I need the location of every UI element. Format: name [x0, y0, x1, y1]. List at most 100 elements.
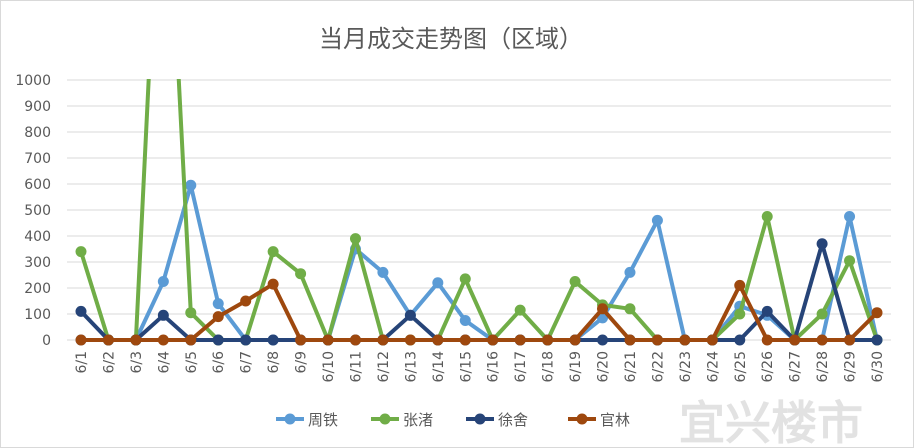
y-tick-label: 900	[24, 99, 51, 115]
data-point	[624, 266, 636, 278]
data-point	[789, 334, 801, 346]
data-point	[212, 334, 224, 346]
y-tick-label: 400	[24, 229, 51, 245]
y-tick-label: 100	[24, 307, 51, 323]
data-point	[349, 334, 361, 346]
data-point	[377, 334, 389, 346]
data-point	[157, 276, 169, 287]
y-tick-label: 600	[24, 177, 51, 193]
y-tick-label: 700	[24, 151, 51, 167]
data-point	[734, 308, 746, 320]
data-point	[322, 334, 334, 346]
data-point	[734, 279, 746, 291]
data-point	[871, 307, 883, 319]
x-tick-label: 6/3	[129, 351, 145, 374]
data-point	[871, 334, 883, 346]
data-point	[651, 214, 663, 226]
y-tick-label: 1000	[15, 73, 51, 89]
x-tick-label: 6/20	[596, 351, 612, 382]
x-tick-label: 6/24	[705, 351, 721, 383]
legend-label: 周铁	[308, 411, 338, 429]
x-tick-label: 6/17	[513, 351, 529, 382]
data-point	[761, 305, 773, 317]
data-point	[267, 278, 279, 290]
y-tick-label: 800	[24, 125, 51, 141]
data-point	[844, 211, 856, 222]
y-tick-label: 200	[24, 281, 51, 297]
chart-title: 当月成交走势图（区域）	[319, 25, 583, 53]
x-tick-label: 6/22	[650, 351, 666, 382]
legend-label: 张渚	[403, 411, 433, 429]
data-point	[404, 334, 416, 346]
data-point	[514, 304, 526, 316]
data-point	[569, 276, 581, 287]
data-point	[212, 311, 224, 323]
data-point	[267, 334, 279, 346]
data-point	[377, 266, 389, 278]
data-point	[816, 238, 828, 250]
x-tick-label: 6/6	[211, 351, 227, 374]
data-point	[240, 334, 252, 346]
data-point	[844, 334, 856, 346]
legend-marker	[474, 413, 486, 425]
x-tick-label: 6/27	[788, 351, 804, 382]
data-point	[706, 334, 718, 346]
data-point	[624, 303, 636, 315]
x-tick-label: 6/29	[843, 351, 859, 382]
x-tick-label: 6/15	[458, 351, 474, 382]
legend-marker	[284, 413, 296, 425]
legend-item: 张渚	[371, 411, 433, 429]
data-point	[597, 303, 609, 315]
x-tick-label: 6/4	[156, 351, 172, 374]
data-point	[761, 211, 773, 222]
data-point	[295, 268, 307, 280]
data-point	[432, 334, 444, 346]
data-point	[487, 334, 499, 346]
data-point	[240, 295, 252, 307]
x-tick-label: 6/18	[541, 351, 557, 382]
y-tick-label: 500	[24, 203, 51, 219]
data-point	[349, 233, 361, 245]
x-tick-label: 6/1	[74, 351, 90, 374]
legend-label: 徐舍	[498, 411, 528, 429]
data-point	[459, 334, 471, 346]
data-point	[102, 334, 114, 346]
data-point	[130, 334, 142, 346]
data-point	[844, 255, 856, 267]
x-tick-label: 6/28	[815, 351, 831, 382]
data-point	[761, 334, 773, 346]
x-tick-label: 6/23	[678, 351, 694, 382]
x-tick-label: 6/5	[184, 351, 200, 374]
data-point	[432, 277, 444, 289]
legend-marker	[576, 413, 588, 425]
data-point	[267, 246, 279, 258]
legend-item: 官林	[568, 411, 630, 429]
data-point	[816, 308, 828, 320]
x-tick-label: 6/26	[760, 351, 776, 383]
watermark: 宜兴楼市	[679, 396, 863, 448]
data-point	[157, 334, 169, 346]
legend-marker	[379, 413, 391, 425]
data-point	[734, 334, 746, 346]
data-point	[459, 273, 471, 285]
data-point	[514, 334, 526, 346]
x-tick-label: 6/8	[266, 351, 282, 374]
data-point	[404, 309, 416, 321]
y-tick-label: 0	[42, 333, 51, 349]
x-tick-label: 6/30	[870, 351, 886, 382]
data-point	[542, 334, 554, 346]
y-tick-label: 300	[24, 255, 51, 271]
x-tick-label: 6/9	[294, 351, 310, 374]
data-point	[679, 334, 691, 346]
data-point	[185, 179, 197, 191]
legend-item: 周铁	[276, 411, 338, 429]
data-point	[185, 334, 197, 346]
x-tick-label: 6/14	[431, 351, 447, 383]
x-tick-label: 6/11	[348, 351, 364, 382]
data-point	[624, 334, 636, 346]
x-tick-label: 6/21	[623, 351, 639, 382]
data-point	[816, 334, 828, 346]
data-point	[185, 307, 197, 319]
